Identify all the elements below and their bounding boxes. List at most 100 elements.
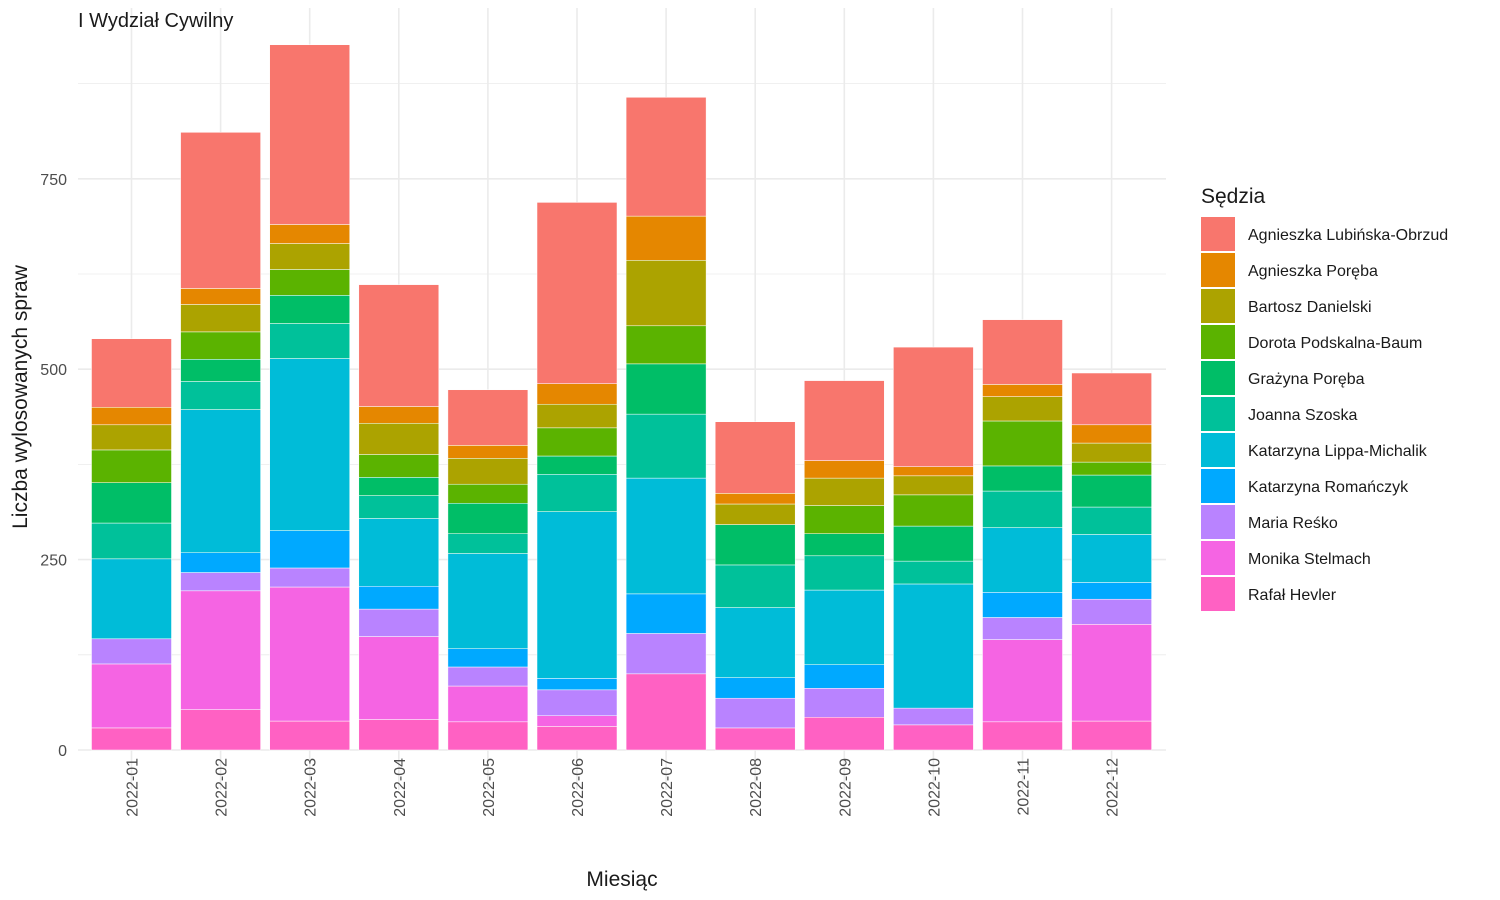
bar-segment (893, 583, 974, 709)
legend-label: Bartosz Danielski (1248, 299, 1372, 316)
bar-segment (893, 724, 974, 751)
x-tick-label: 2022-10 (926, 758, 943, 817)
bar-segment (269, 224, 350, 244)
bar-segment (804, 460, 885, 479)
bar-segment (893, 525, 974, 562)
bar-segment (625, 260, 707, 327)
y-tick-label: 750 (40, 172, 67, 189)
bar-segment (447, 721, 529, 751)
bar-segment (1071, 442, 1152, 463)
bar-segment (358, 608, 440, 637)
bar-segment (358, 636, 440, 720)
bar-segment (625, 97, 707, 217)
y-tick-label: 0 (58, 743, 67, 760)
bar-segment (804, 477, 885, 506)
bar-segment (447, 389, 529, 446)
bar-segment (447, 502, 529, 534)
y-axis-title: Liczba wylosowanych spraw (9, 264, 32, 529)
bar-segment (804, 555, 885, 591)
bar-segment (180, 409, 261, 553)
bar-segment (982, 592, 1063, 618)
bar-segment (91, 663, 172, 729)
legend-label: Agnieszka Poręba (1248, 263, 1378, 280)
legend: Sędzia Agnieszka Lubińska-ObrzudAgnieszk… (1201, 185, 1448, 611)
bar-segment (1071, 720, 1152, 751)
bar-segment (447, 445, 529, 459)
bar-segment (91, 638, 172, 665)
bar-segment (804, 505, 885, 534)
bar-segment (714, 727, 796, 751)
legend-swatch (1201, 325, 1235, 359)
bar-segment (536, 455, 618, 475)
bar-segment (358, 586, 440, 610)
bar-segment (804, 664, 885, 689)
bar-segment (91, 424, 172, 451)
bar-segment (447, 685, 529, 723)
bar-segment (714, 503, 796, 525)
bar-segment (536, 678, 618, 691)
bar-segment (269, 44, 350, 225)
bar-segment (358, 495, 440, 519)
bar-segment (1071, 506, 1152, 535)
bar-segment (625, 413, 707, 479)
x-tick-label: 2022-05 (481, 758, 498, 817)
bar-segment (982, 639, 1063, 723)
bar-segment (447, 458, 529, 485)
bar-segment (1071, 424, 1152, 444)
bar-segment (804, 688, 885, 718)
bar-segment (269, 720, 350, 751)
legend-swatch (1201, 397, 1235, 431)
legend-swatch (1201, 217, 1235, 251)
y-tick-label: 500 (40, 362, 67, 379)
bar-segment (1071, 582, 1152, 600)
bar-segment (1071, 474, 1152, 508)
bar-segment (180, 304, 261, 333)
bar-segment (536, 715, 618, 727)
legend-items: Agnieszka Lubińska-Obrzud Agnieszka Poręb… (1201, 217, 1448, 611)
legend-swatch (1201, 361, 1235, 395)
bar-segment (180, 359, 261, 382)
bar-segment (91, 338, 172, 408)
bar-segment (625, 215, 707, 261)
bar-segment (536, 427, 618, 457)
bar-segment (714, 524, 796, 566)
bar-segment (269, 323, 350, 359)
bar-segment (536, 383, 618, 405)
bar-segment (804, 589, 885, 665)
legend-swatch (1201, 433, 1235, 467)
bar-segment (893, 707, 974, 726)
legend-label: Katarzyna Lippa-Michalik (1248, 443, 1428, 460)
bar-segment (91, 449, 172, 483)
bar-segment (714, 607, 796, 678)
bar-segment (625, 593, 707, 634)
bar-segment (714, 421, 796, 494)
bar-segment (982, 527, 1063, 593)
bar-segment (714, 697, 796, 729)
bar-segment (714, 677, 796, 699)
bar-segment (358, 477, 440, 496)
bar-segment (982, 465, 1063, 492)
legend-label: Maria Reśko (1248, 515, 1338, 532)
bar-segment (180, 572, 261, 592)
bar-segment (358, 423, 440, 455)
bar-segment (269, 530, 350, 569)
bar-segment (447, 483, 529, 504)
bar-segment (536, 474, 618, 512)
x-tick-label: 2022-04 (392, 758, 409, 817)
bar-segment (180, 709, 261, 751)
bar-segment (625, 633, 707, 675)
bar-segment (893, 475, 974, 496)
bar-segment (982, 721, 1063, 751)
bar-segment (269, 295, 350, 324)
bar-segment (447, 648, 529, 668)
legend-swatch (1201, 289, 1235, 323)
bar-segment (180, 590, 261, 710)
bar-segment (536, 202, 618, 384)
x-tick-label: 2022-06 (570, 758, 587, 817)
x-tick-labels: 2022-01 2022-02 2022-03 2022-04 2022-05 2022-… (125, 758, 1122, 817)
bar-segment (358, 406, 440, 424)
bar-segment (1071, 624, 1152, 722)
legend-label: Joanna Szoska (1248, 407, 1358, 424)
bar-segment (982, 490, 1063, 528)
bar-segment (91, 407, 172, 426)
